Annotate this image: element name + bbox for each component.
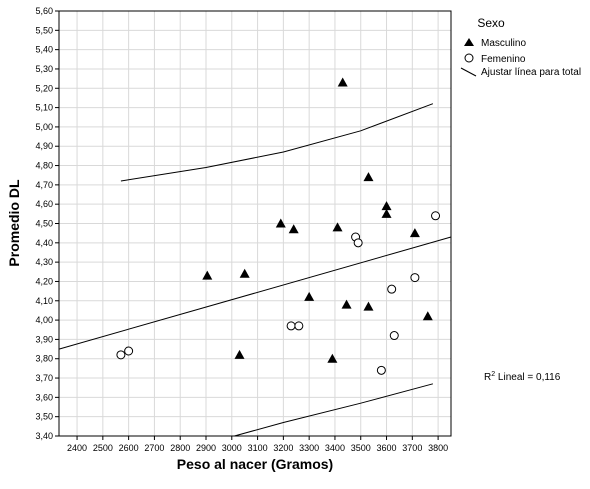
r2-superscript: 2: [491, 371, 495, 378]
r2-prefix: R: [484, 372, 491, 383]
x-tick-label: 3800: [428, 443, 448, 453]
point-masculino: [363, 172, 374, 182]
confidence-upper-line: [120, 103, 434, 182]
legend-triangle-icon: [464, 38, 474, 46]
x-tick-label: 2900: [196, 443, 216, 453]
y-tick-label: 5,40: [35, 45, 53, 55]
point-masculino: [327, 353, 338, 363]
y-tick-label: 4,60: [35, 199, 53, 209]
legend-label-masculino: Masculino: [481, 38, 526, 49]
y-axis-title: Promedio DL: [6, 179, 22, 267]
point-femenino: [389, 331, 399, 341]
point-femenino: [376, 365, 386, 375]
x-tick-label: 3200: [273, 443, 293, 453]
y-tick-label: 5,20: [35, 83, 53, 93]
y-axis-ticks: 3,40 3,50 3,60 3,70 3,80 3,90 4,00 4,10 4,20 4,30…: [35, 6, 59, 441]
legend-title: Sexo: [477, 16, 505, 30]
legend: Sexo Masculino Femenino Ajustar línea pa…: [460, 16, 581, 78]
y-tick-label: 4,50: [35, 219, 53, 229]
y-tick-label: 5,10: [35, 103, 53, 113]
point-femenino: [410, 273, 420, 283]
fit-line: [58, 236, 452, 350]
legend-line-icon: [460, 67, 477, 77]
point-femenino: [294, 321, 304, 331]
y-tick-label: 3,50: [35, 412, 53, 422]
x-tick-label: 3300: [299, 443, 319, 453]
x-tick-label: 3600: [377, 443, 397, 453]
point-masculino: [239, 268, 250, 278]
y-tick-label: 5,50: [35, 25, 53, 35]
x-tick-label: 3700: [402, 443, 422, 453]
y-tick-label: 4,40: [35, 238, 53, 248]
fit-lines: [58, 103, 452, 437]
y-tick-label: 3,60: [35, 392, 53, 402]
y-tick-label: 3,90: [35, 334, 53, 344]
y-tick-label: 5,00: [35, 122, 53, 132]
point-masculino: [202, 270, 213, 280]
grid: [59, 10, 451, 437]
x-axis-title: Peso al nacer (Gramos): [177, 456, 333, 472]
point-masculino: [341, 299, 352, 309]
confidence-lower-line: [234, 383, 434, 437]
x-tick-label: 2800: [170, 443, 190, 453]
point-masculino: [332, 222, 343, 232]
y-tick-label: 4,00: [35, 315, 53, 325]
point-femenino: [353, 238, 363, 248]
point-femenino: [124, 346, 134, 356]
legend-circle-icon: [464, 53, 474, 63]
point-femenino: [387, 284, 397, 294]
x-tick-label: 3400: [325, 443, 345, 453]
y-tick-label: 5,30: [35, 64, 53, 74]
x-axis-ticks: 2400 2500 2600 2700 2800 2900 3000 3100 3200 3300…: [67, 436, 448, 453]
x-tick-label: 3000: [222, 443, 242, 453]
r2-annotation: R2 Lineal = 0,116: [484, 371, 561, 383]
point-masculino: [381, 201, 392, 211]
y-tick-label: 4,20: [35, 276, 53, 286]
x-tick-label: 2400: [67, 443, 87, 453]
x-tick-label: 3100: [248, 443, 268, 453]
point-masculino: [288, 224, 299, 234]
r2-value: Lineal = 0,116: [495, 372, 561, 383]
point-masculino: [304, 291, 315, 301]
x-tick-label: 2500: [93, 443, 113, 453]
point-masculino: [337, 77, 348, 87]
x-tick-label: 2700: [144, 443, 164, 453]
legend-label-femenino: Femenino: [481, 54, 526, 65]
point-masculino: [409, 228, 420, 238]
y-tick-label: 4,90: [35, 141, 53, 151]
point-masculino: [234, 349, 245, 359]
legend-label-fit-line: Ajustar línea para total: [481, 67, 581, 78]
point-masculino: [363, 301, 374, 311]
y-tick-label: 4,30: [35, 257, 53, 267]
point-masculino: [275, 218, 286, 228]
y-tick-label: 5,60: [35, 6, 53, 16]
point-femenino: [116, 350, 126, 360]
x-tick-label: 2600: [119, 443, 139, 453]
point-femenino: [431, 211, 441, 221]
data-points: [116, 77, 441, 375]
y-tick-label: 4,10: [35, 296, 53, 306]
y-tick-label: 3,40: [35, 431, 53, 441]
y-tick-label: 3,80: [35, 354, 53, 364]
point-masculino: [381, 208, 392, 218]
y-tick-label: 4,70: [35, 180, 53, 190]
point-masculino: [422, 311, 433, 321]
y-tick-label: 4,80: [35, 161, 53, 171]
y-tick-label: 3,70: [35, 373, 53, 383]
x-tick-label: 3500: [351, 443, 371, 453]
point-femenino: [286, 321, 296, 331]
